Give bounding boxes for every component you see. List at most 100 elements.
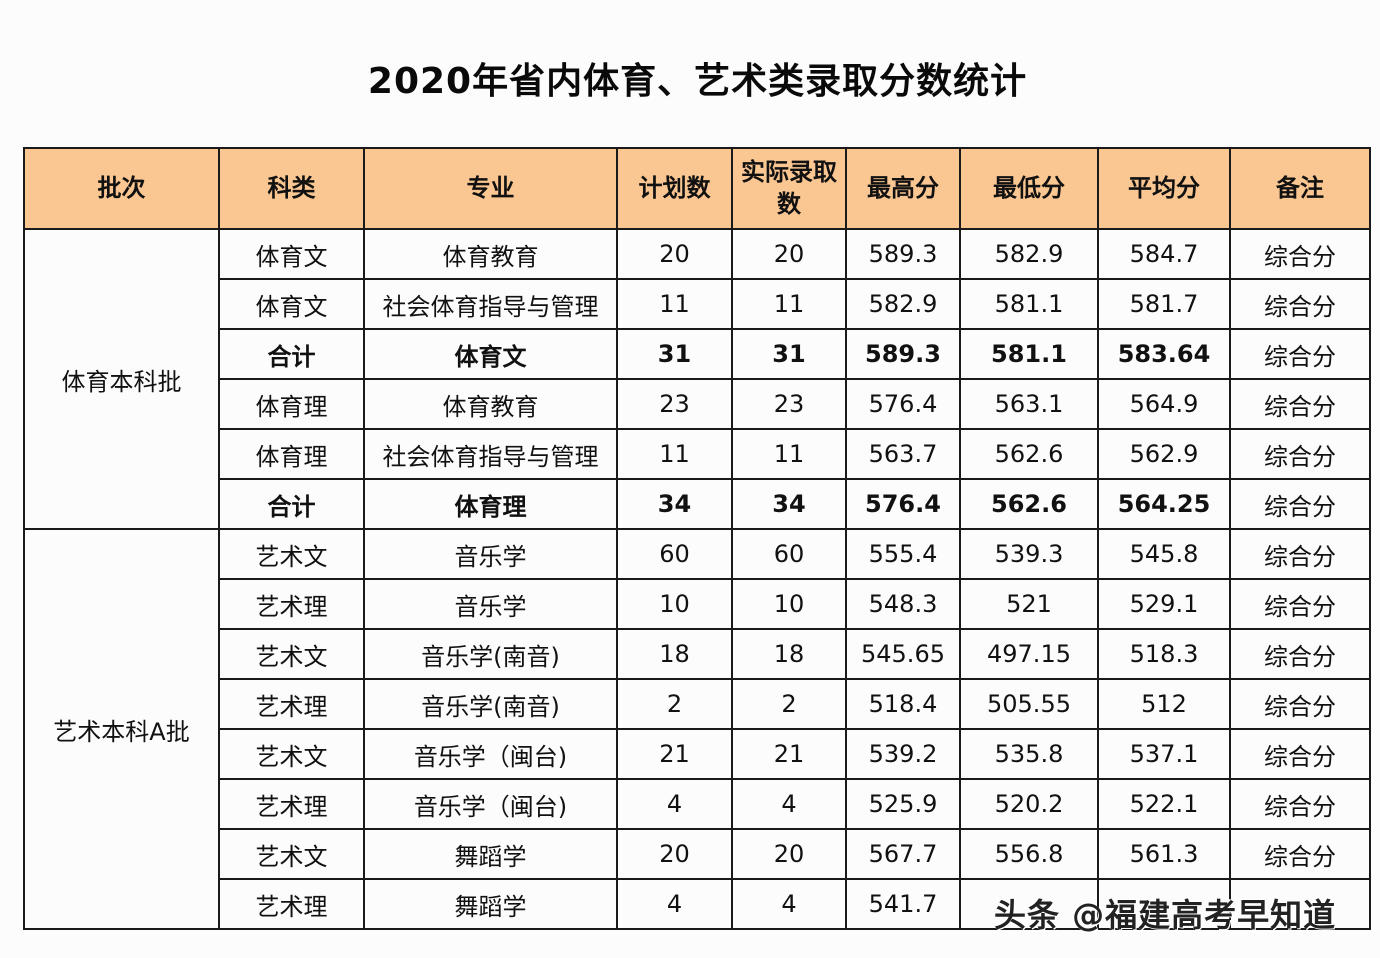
remark-cell: 综合分: [1229, 428, 1371, 480]
admitted-cell: 10: [731, 578, 847, 630]
category-cell: 艺术文: [218, 728, 365, 780]
table-row: 艺术文 舞蹈学 20 20 567.7 556.8 561.3 综合分: [24, 828, 1371, 880]
major-cell: 社会体育指导与管理: [363, 278, 618, 330]
header-category: 科类: [218, 147, 365, 230]
max-score-cell: 541.7: [845, 878, 961, 930]
major-cell: 音乐学（闽台): [363, 728, 618, 780]
header-plan: 计划数: [616, 147, 733, 230]
admitted-cell: 4: [731, 878, 847, 930]
table-row: 艺术本科A批 艺术文 音乐学 60 60 555.4 539.3 545.8 综合分: [23, 528, 1371, 930]
table-row: 艺术理 舞蹈学 4 4 541.7: [24, 878, 1371, 930]
min-score-cell: 562.6: [959, 428, 1099, 480]
plan-cell: 31: [616, 328, 733, 380]
major-cell: 音乐学(南音): [363, 678, 618, 730]
min-score-cell: 521: [959, 578, 1099, 630]
avg-score-cell: 584.7: [1097, 228, 1231, 280]
major-cell: 音乐学: [363, 528, 618, 580]
avg-score-cell: 562.9: [1097, 428, 1231, 480]
remark-cell: 综合分: [1229, 728, 1371, 780]
major-cell: 音乐学（闽台): [363, 778, 618, 830]
category-cell: 艺术理: [218, 878, 365, 930]
subtotal-row: 合计 体育文 31 31 589.3 581.1 583.64 综合分: [24, 328, 1371, 380]
header-major: 专业: [363, 147, 618, 230]
plan-cell: 10: [616, 578, 733, 630]
table-row: 艺术文 音乐学（闽台) 21 21 539.2 535.8 537.1 综合分: [24, 728, 1371, 780]
plan-cell: 20: [616, 228, 733, 280]
subtotal-row: 合计 体育理 34 34 576.4 562.6 564.25 综合分: [24, 478, 1371, 530]
watermark: 头条 @福建高考早知道: [994, 896, 1337, 934]
remark-cell: 综合分: [1229, 528, 1371, 580]
category-cell: 合计: [218, 328, 365, 380]
max-score-cell: 576.4: [845, 378, 961, 430]
max-score-cell: 548.3: [845, 578, 961, 630]
remark-cell: 综合分: [1229, 378, 1371, 430]
header-max: 最高分: [845, 147, 961, 230]
avg-score-cell: [1097, 878, 1231, 930]
plan-cell: 4: [616, 778, 733, 830]
avg-score-cell: 564.25: [1097, 478, 1231, 530]
max-score-cell: 539.2: [845, 728, 961, 780]
avg-score-cell: 545.8: [1097, 528, 1231, 580]
major-cell: 舞蹈学: [363, 828, 618, 880]
min-score-cell: 563.1: [959, 378, 1099, 430]
major-cell: 体育教育: [363, 228, 618, 280]
category-cell: 艺术文: [218, 628, 365, 680]
min-score-cell: 562.6: [959, 478, 1099, 530]
table-row: 体育理 体育教育 23 23 576.4 563.1 564.9 综合分: [24, 378, 1371, 430]
page-title: 2020年省内体育、艺术类录取分数统计: [367, 61, 1028, 102]
category-cell: 体育理: [218, 378, 365, 430]
min-score-cell: 581.1: [959, 328, 1099, 380]
major-cell: 社会体育指导与管理: [363, 428, 618, 480]
remark-cell: 综合分: [1229, 278, 1371, 330]
max-score-cell: 589.3: [845, 328, 961, 380]
remark-cell: 综合分: [1229, 478, 1371, 530]
min-score-cell: 535.8: [959, 728, 1099, 780]
min-score-cell: 505.55: [959, 678, 1099, 730]
major-cell: 音乐学(南音): [363, 628, 618, 680]
admitted-cell: 4: [731, 778, 847, 830]
avg-score-cell: 522.1: [1097, 778, 1231, 830]
min-score-cell: 581.1: [959, 278, 1099, 330]
admitted-cell: 60: [731, 528, 847, 580]
admitted-cell: 23: [731, 378, 847, 430]
max-score-cell: 518.4: [845, 678, 961, 730]
max-score-cell: 545.65: [845, 628, 961, 680]
min-score-cell: 539.3: [959, 528, 1099, 580]
avg-score-cell: 564.9: [1097, 378, 1231, 430]
remark-cell: 综合分: [1229, 228, 1371, 280]
header-admitted: 实际录取数: [731, 147, 847, 230]
plan-cell: 18: [616, 628, 733, 680]
remark-cell: 综合分: [1229, 678, 1371, 730]
table-row: 体育本科批 体育文 体育教育 20 20 589.3 582.9 584.7 综合分: [23, 228, 1371, 530]
min-score-cell: 556.8: [959, 828, 1099, 880]
max-score-cell: 525.9: [845, 778, 961, 830]
admitted-cell: 21: [731, 728, 847, 780]
admitted-cell: 18: [731, 628, 847, 680]
remark-cell: [1229, 878, 1371, 930]
min-score-cell: 497.15: [959, 628, 1099, 680]
plan-cell: 11: [616, 278, 733, 330]
min-score-cell: [959, 878, 1099, 930]
category-cell: 艺术理: [218, 778, 365, 830]
avg-score-cell: 581.7: [1097, 278, 1231, 330]
header-batch: 批次: [23, 147, 220, 230]
category-cell: 艺术理: [218, 578, 365, 630]
plan-cell: 20: [616, 828, 733, 880]
table-row: 艺术理 音乐学(南音) 2 2 518.4 505.55 512 综合分: [24, 678, 1371, 730]
remark-cell: 综合分: [1229, 828, 1371, 880]
header-avg: 平均分: [1097, 147, 1231, 230]
avg-score-cell: 537.1: [1097, 728, 1231, 780]
category-cell: 体育文: [218, 278, 365, 330]
table-row: 体育理 社会体育指导与管理 11 11 563.7 562.6 562.9 综合分: [24, 428, 1371, 480]
remark-cell: 综合分: [1229, 778, 1371, 830]
min-score-cell: 582.9: [959, 228, 1099, 280]
admission-score-table: 批次 科类 专业 计划数 实际录取数 最高分 最低分 平均分 备注 体育本科批体…: [23, 147, 1371, 930]
max-score-cell: 567.7: [845, 828, 961, 880]
avg-score-cell: 561.3: [1097, 828, 1231, 880]
table-row: 艺术理 音乐学（闽台) 4 4 525.9 520.2 522.1 综合分: [24, 778, 1371, 830]
admitted-cell: 20: [731, 828, 847, 880]
plan-cell: 23: [616, 378, 733, 430]
max-score-cell: 563.7: [845, 428, 961, 480]
plan-cell: 34: [616, 478, 733, 530]
admitted-cell: 11: [731, 428, 847, 480]
